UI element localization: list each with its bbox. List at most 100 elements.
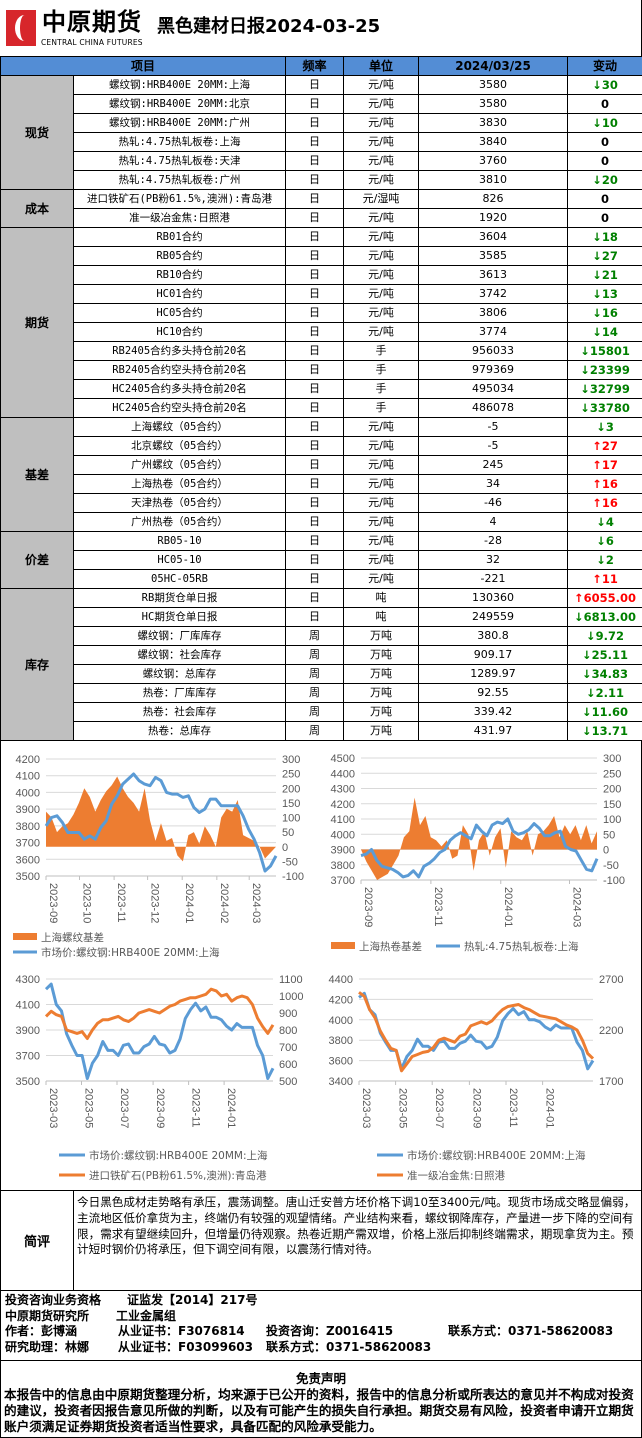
unit-cell: 元/吨 [344,513,419,532]
value-cell: 3742 [419,285,568,304]
change-value: 30 [602,78,618,92]
y-right-tick-label: 1000 [279,991,303,1003]
freq-cell: 日 [286,456,344,475]
value-cell: 3585 [419,247,568,266]
value-cell: 249559 [419,608,568,627]
x-tick-label: 2023-05 [397,1088,409,1128]
value-cell: 4 [419,513,568,532]
item-cell: 螺纹钢：总库存 [74,665,286,684]
item-cell: HC2405合约多头持仓前20名 [74,380,286,399]
freq-cell: 日 [286,209,344,228]
y-right-tick-label: 250 [603,768,621,780]
arrow-down-icon: ↓ [580,363,590,377]
legend-label: 市场价:螺纹钢:HRB400E 20MM:上海 [89,1149,268,1162]
comment-label: 简评 [1,1191,74,1290]
y-right-tick-label: 700 [279,1042,297,1054]
freq-cell: 日 [286,361,344,380]
x-tick-label: 2023-09 [362,887,374,927]
arrow-down-icon: ↓ [592,306,602,320]
unit-cell: 万吨 [344,646,419,665]
price-line-series [359,992,593,1071]
col-change: 变动 [568,57,642,76]
change-value: 2.11 [596,686,624,700]
freq-cell: 日 [286,114,344,133]
arrow-up-icon: ↑ [592,439,602,453]
change-value: 0 [601,135,609,149]
unit-cell: 元/吨 [344,532,419,551]
value-cell: 3580 [419,95,568,114]
item-cell: RB期货仓单日报 [74,589,286,608]
change-value: 23399 [590,363,630,377]
change-value: 34.83 [592,667,628,681]
freq-cell: 日 [286,399,344,418]
y-right-tick-label: 300 [603,753,621,765]
change-cell: ↓16 [568,304,642,323]
arrow-down-icon: ↓ [574,610,584,624]
institute: 中原期货研究所 [5,1309,112,1325]
assistant: 研究助理：林娜 [5,1340,114,1356]
change-cell: ↑16 [568,494,642,513]
y-left-tick-label: 3500 [16,871,40,883]
author-cert: 从业证书：F3076814 [118,1324,262,1340]
y-right-tick-label: -100 [282,871,304,883]
value-cell: 1289.97 [419,665,568,684]
arrow-down-icon: ↓ [582,724,592,738]
change-cell: ↓3 [568,418,642,437]
change-cell: ↓4 [568,513,642,532]
author-contact: 联系方式：0371-58620083 [448,1324,613,1340]
item-cell: 上海螺纹（05合约） [74,418,286,437]
y-left-tick-label: 3700 [331,875,355,887]
change-value: 20 [602,173,618,187]
x-tick-label: 2023-07 [433,1088,445,1128]
change-cell: ↓21 [568,266,642,285]
change-value: 16 [602,306,618,320]
freq-cell: 周 [286,627,344,646]
freq-cell: 日 [286,342,344,361]
arrow-down-icon: ↓ [592,78,602,92]
change-value: 16 [602,477,618,491]
unit-cell: 元/吨 [344,209,419,228]
y-left-tick-label: 4300 [16,974,40,986]
change-value: 6813.00 [584,610,636,624]
y-left-tick-label: 4000 [329,1015,353,1027]
arrow-down-icon: ↓ [592,230,602,244]
freq-cell: 日 [286,608,344,627]
change-value: 9.72 [596,629,624,643]
change-cell: ↓13.71 [568,722,642,741]
x-tick-label: 2023-09 [470,1088,482,1128]
change-cell: ↓20 [568,171,642,190]
legend-label: 市场价:螺纹钢:HRB400E 20MM:上海 [407,1149,586,1162]
item-cell: 上海热卷（05合约） [74,475,286,494]
disclaimer-text: 本报告中的信息由中原期货整理分析，均来源于已公开的资料，报告中的信息分析或所表达… [4,1387,638,1434]
value-cell: 339.42 [419,703,568,722]
value-cell: -5 [419,418,568,437]
item-cell: 进口铁矿石(PB粉61.5%,澳洲):青岛港 [74,190,286,209]
assistant-contact: 联系方式：0371-58620083 [266,1340,431,1356]
freq-cell: 日 [286,380,344,399]
unit-cell: 元/吨 [344,266,419,285]
freq-cell: 日 [286,475,344,494]
arrow-down-icon: ↓ [582,648,592,662]
change-value: 13 [602,287,618,301]
y-left-tick-label: 4200 [16,754,40,766]
legend-swatch [13,933,37,940]
item-cell: 广州热卷（05合约） [74,513,286,532]
x-tick-label: 2024-03 [571,887,583,927]
y-left-tick-label: 3900 [16,804,40,816]
legend-label: 上海螺纹基差 [41,931,104,944]
item-cell: HC01合约 [74,285,286,304]
freq-cell: 日 [286,190,344,209]
change-cell: ↓9.72 [568,627,642,646]
unit-cell: 万吨 [344,665,419,684]
